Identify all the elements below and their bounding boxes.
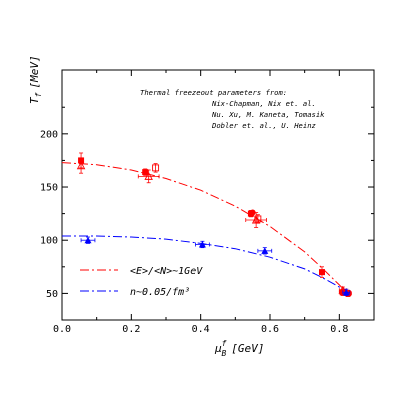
x-axis-unit: [GeV] — [231, 342, 264, 355]
legend: <E>/<N>~1GeV n~0.05/fm³ — [80, 266, 203, 298]
legend-label-blue: n~0.05/fm³ — [130, 287, 190, 298]
y-tick-label: 50 — [46, 289, 58, 300]
data-point-open-triangle — [144, 171, 153, 180]
annotation-line-3: Nu. Xu, M. Kaneta, Tomasik — [211, 110, 325, 119]
axis-ticks: 0.0 0.2 0.4 0.6 0.8 50 100 150 200 — [40, 70, 375, 335]
y-axis-title: Tf [MeV] — [28, 55, 43, 104]
svg-text:Tf[MeV]: Tf [MeV] — [28, 55, 43, 104]
y-tick-label: 150 — [40, 183, 58, 194]
density-curve — [62, 235, 350, 293]
energy-per-particle-curve — [61, 162, 351, 296]
x-tick-label: 0.4 — [192, 324, 210, 335]
y-tick-label: 200 — [40, 129, 58, 140]
plot-frame — [61, 69, 375, 321]
x-tick-label: 0.6 — [261, 324, 279, 335]
x-axis-symbol: μ — [214, 342, 222, 355]
annotation-line-1: Thermal freezeout parameters from: — [140, 88, 287, 97]
data-point-triangle — [342, 288, 350, 296]
y-axis-unit: [MeV] — [28, 55, 41, 88]
x-axis-sup: f — [222, 339, 227, 348]
data-point-square — [319, 269, 325, 276]
data-point-triangle — [84, 236, 92, 244]
x-tick-label: 0.0 — [53, 324, 71, 335]
y-axis-symbol: T — [28, 96, 41, 104]
annotation-line-4: Dobler et. al., U. Heinz — [211, 121, 316, 130]
data-point-open-square — [254, 215, 262, 223]
y-axis-sub: f — [34, 92, 43, 97]
svg-text:μfB[GeV]: μf B [GeV] — [214, 339, 264, 358]
data-point-open-square — [152, 164, 160, 172]
annotation-line-2: Nix-Chapman, Nix et. al. — [211, 99, 316, 108]
data-point-square — [142, 169, 149, 176]
x-axis-title: μf B [GeV] — [214, 339, 264, 358]
data-point-open-triangle — [76, 161, 86, 170]
data-points — [76, 152, 352, 297]
x-tick-label: 0.8 — [330, 324, 348, 335]
fit-curves — [61, 162, 351, 296]
data-point-triangle — [261, 247, 269, 254]
x-tick-label: 0.2 — [122, 324, 140, 335]
legend-label-red: <E>/<N>~1GeV — [130, 266, 203, 277]
data-point-triangle — [198, 240, 206, 248]
x-axis-sub: B — [221, 349, 226, 358]
y-tick-label: 100 — [40, 236, 58, 247]
data-point-circle — [249, 209, 256, 216]
